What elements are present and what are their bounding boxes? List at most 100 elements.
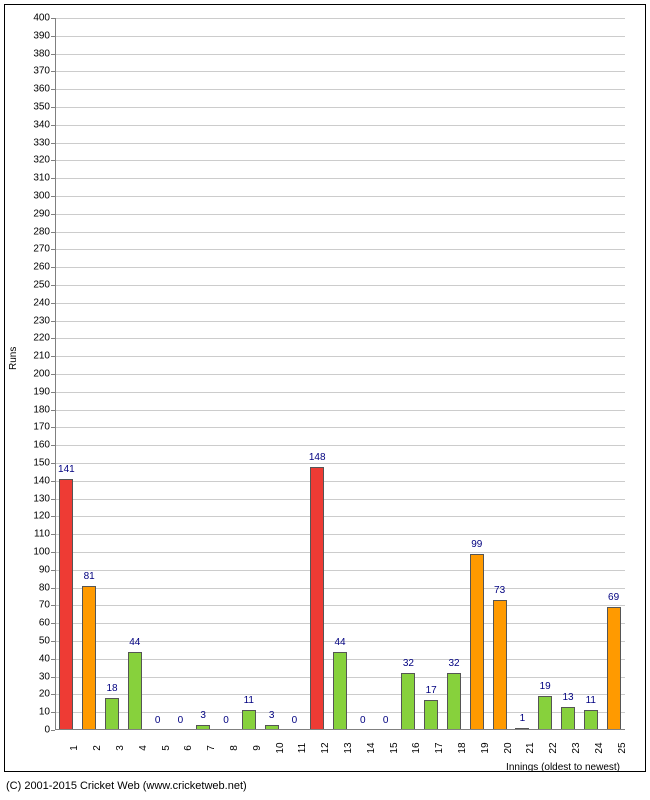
bar-value-label: 19 xyxy=(540,681,551,692)
bar-value-label: 1 xyxy=(520,713,526,724)
plot-area: 1418118440030113014844003217329973119131… xyxy=(55,18,625,730)
gridline xyxy=(55,303,625,304)
ytick-mark xyxy=(51,534,55,535)
xtick-label: 4 xyxy=(138,745,149,751)
ytick-label: 10 xyxy=(10,707,50,718)
gridline xyxy=(55,588,625,589)
bar xyxy=(82,586,96,730)
bar-value-label: 18 xyxy=(106,683,117,694)
bar xyxy=(424,700,438,730)
bar xyxy=(447,673,461,730)
ytick-mark xyxy=(51,499,55,500)
xtick-label: 20 xyxy=(503,742,514,753)
gridline xyxy=(55,552,625,553)
ytick-label: 260 xyxy=(10,262,50,273)
ytick-label: 390 xyxy=(10,30,50,41)
gridline xyxy=(55,410,625,411)
gridline xyxy=(55,427,625,428)
bar-value-label: 141 xyxy=(58,464,75,475)
xtick-label: 12 xyxy=(320,742,331,753)
xtick-label: 17 xyxy=(434,742,445,753)
bar xyxy=(310,467,324,730)
ytick-mark xyxy=(51,160,55,161)
bar-value-label: 148 xyxy=(309,452,326,463)
gridline xyxy=(55,392,625,393)
xtick-label: 22 xyxy=(548,742,559,753)
ytick-mark xyxy=(51,249,55,250)
gridline xyxy=(55,481,625,482)
bar-value-label: 32 xyxy=(448,658,459,669)
ytick-mark xyxy=(51,410,55,411)
ytick-label: 20 xyxy=(10,689,50,700)
bar-value-label: 17 xyxy=(426,685,437,696)
chart-container: 1418118440030113014844003217329973119131… xyxy=(0,0,650,800)
ytick-mark xyxy=(51,54,55,55)
ytick-label: 110 xyxy=(10,529,50,540)
ytick-mark xyxy=(51,445,55,446)
bar-value-label: 73 xyxy=(494,585,505,596)
xtick-label: 3 xyxy=(115,745,126,751)
ytick-label: 240 xyxy=(10,297,50,308)
bar xyxy=(470,554,484,730)
bar xyxy=(561,707,575,730)
ytick-label: 160 xyxy=(10,440,50,451)
bar xyxy=(59,479,73,730)
ytick-mark xyxy=(51,570,55,571)
ytick-mark xyxy=(51,605,55,606)
ytick-mark xyxy=(51,71,55,72)
bar xyxy=(538,696,552,730)
xtick-label: 10 xyxy=(275,742,286,753)
ytick-label: 230 xyxy=(10,315,50,326)
ytick-label: 150 xyxy=(10,458,50,469)
gridline xyxy=(55,463,625,464)
bar xyxy=(105,698,119,730)
gridline xyxy=(55,18,625,19)
ytick-mark xyxy=(51,427,55,428)
ytick-mark xyxy=(51,552,55,553)
ytick-mark xyxy=(51,143,55,144)
gridline xyxy=(55,232,625,233)
bar xyxy=(265,725,279,730)
xtick-label: 1 xyxy=(69,745,80,751)
ytick-mark xyxy=(51,677,55,678)
ytick-label: 280 xyxy=(10,226,50,237)
xtick-label: 13 xyxy=(343,742,354,753)
bar-value-label: 0 xyxy=(383,715,389,726)
ytick-label: 100 xyxy=(10,547,50,558)
gridline xyxy=(55,499,625,500)
ytick-label: 130 xyxy=(10,493,50,504)
ytick-mark xyxy=(51,285,55,286)
xtick-label: 8 xyxy=(229,745,240,751)
ytick-mark xyxy=(51,694,55,695)
gridline xyxy=(55,570,625,571)
ytick-mark xyxy=(51,516,55,517)
ytick-label: 60 xyxy=(10,618,50,629)
xtick-label: 11 xyxy=(297,743,308,753)
ytick-mark xyxy=(51,214,55,215)
ytick-label: 190 xyxy=(10,386,50,397)
ytick-mark xyxy=(51,641,55,642)
ytick-mark xyxy=(51,623,55,624)
gridline xyxy=(55,374,625,375)
ytick-mark xyxy=(51,232,55,233)
bar xyxy=(196,725,210,730)
bar-value-label: 11 xyxy=(586,695,596,706)
gridline xyxy=(55,89,625,90)
bar-value-label: 11 xyxy=(244,695,254,706)
ytick-mark xyxy=(51,267,55,268)
ytick-mark xyxy=(51,36,55,37)
ytick-label: 80 xyxy=(10,582,50,593)
bar-value-label: 32 xyxy=(403,658,414,669)
bar-value-label: 0 xyxy=(360,715,366,726)
ytick-label: 370 xyxy=(10,66,50,77)
ytick-mark xyxy=(51,321,55,322)
ytick-mark xyxy=(51,712,55,713)
bar-value-label: 81 xyxy=(84,571,95,582)
ytick-label: 210 xyxy=(10,351,50,362)
bar xyxy=(584,710,598,730)
ytick-mark xyxy=(51,374,55,375)
bar-value-label: 44 xyxy=(129,637,140,648)
gridline xyxy=(55,623,625,624)
gridline xyxy=(55,534,625,535)
ytick-mark xyxy=(51,196,55,197)
